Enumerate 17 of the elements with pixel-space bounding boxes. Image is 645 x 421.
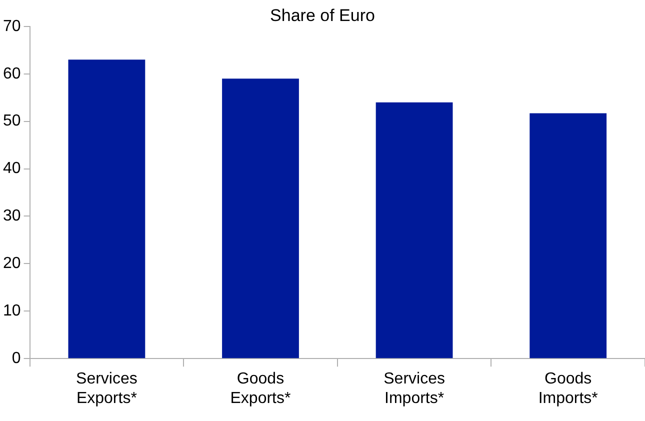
y-tick-label: 50 <box>3 112 21 130</box>
chart-title: Share of Euro <box>270 6 375 25</box>
y-tick-label: 30 <box>3 208 21 225</box>
y-tick-label: 40 <box>3 160 21 178</box>
bar <box>222 78 299 358</box>
y-tick-label: 20 <box>3 255 21 272</box>
x-tick-label: Services Imports* <box>384 370 445 407</box>
bar <box>376 102 453 358</box>
x-tick-label: Goods Exports* <box>230 370 291 407</box>
x-tick-label: Goods Imports* <box>538 370 598 407</box>
y-tick-label: 60 <box>3 65 21 82</box>
bar <box>530 113 607 358</box>
bar <box>68 60 146 358</box>
x-tick-label: Services Exports* <box>76 370 138 407</box>
y-tick-label: 0 <box>12 350 21 368</box>
y-tick-label: 10 <box>3 302 21 320</box>
y-tick-label: 70 <box>3 18 21 35</box>
